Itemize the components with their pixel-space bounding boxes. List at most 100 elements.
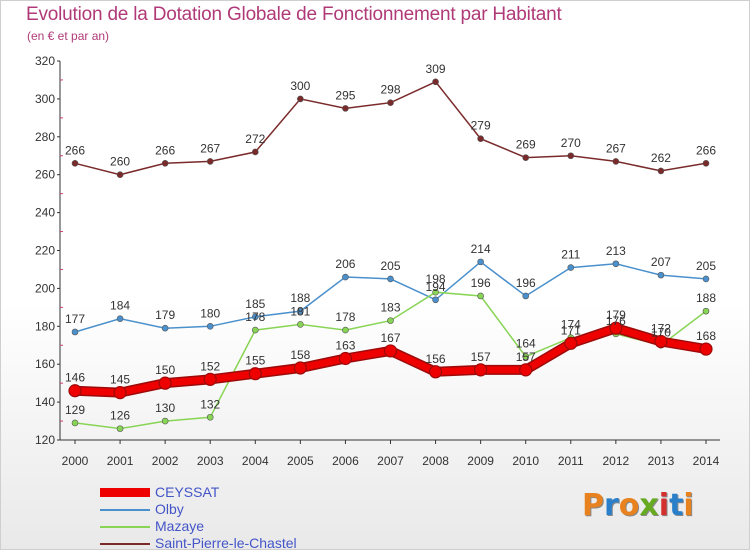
data-point [251, 326, 259, 334]
data-label: 214 [471, 242, 491, 256]
data-label: 207 [651, 255, 671, 269]
data-point [297, 95, 304, 103]
x-tick-label: 2006 [332, 454, 359, 468]
data-label: 205 [380, 259, 400, 273]
data-label: 157 [471, 350, 491, 364]
data-point [612, 260, 620, 268]
data-label: 206 [335, 257, 355, 271]
data-point [71, 328, 79, 336]
data-point [612, 158, 620, 165]
data-label: 188 [290, 291, 310, 305]
x-tick-label: 2014 [693, 454, 720, 468]
data-label: 196 [516, 276, 536, 290]
data-label: 156 [426, 352, 446, 366]
data-label: 266 [696, 143, 716, 157]
data-point [474, 363, 488, 377]
data-point [116, 171, 124, 178]
y-tick-label: 300 [35, 92, 55, 106]
x-tick-label: 2002 [152, 454, 179, 468]
data-point [342, 105, 349, 112]
x-tick-label: 2000 [62, 454, 89, 468]
x-tick-label: 2009 [467, 454, 494, 468]
data-label: 150 [155, 363, 175, 377]
y-tick-label: 320 [35, 54, 55, 68]
legend-label: Olby [155, 501, 184, 517]
chart-title: Evolution de la Dotation Globale de Fonc… [26, 4, 562, 25]
data-label: 267 [606, 141, 626, 155]
data-label: 164 [516, 337, 536, 351]
data-label: 177 [65, 312, 85, 326]
data-label: 269 [516, 138, 536, 152]
data-label: 129 [65, 403, 85, 417]
data-point [477, 292, 484, 300]
data-label: 155 [245, 354, 265, 368]
data-label: 172 [651, 321, 671, 335]
data-label: 185 [245, 297, 265, 311]
data-label: 309 [426, 62, 446, 76]
data-label: 266 [155, 143, 175, 157]
data-label: 270 [561, 136, 581, 150]
data-label: 196 [471, 276, 491, 290]
data-label: 146 [65, 371, 85, 385]
data-point [567, 152, 575, 160]
x-tick-label: 2003 [197, 454, 224, 468]
data-label: 262 [651, 151, 671, 165]
data-point [251, 148, 259, 156]
legend-swatch [100, 543, 150, 545]
data-label: 158 [290, 348, 310, 362]
x-tick-label: 2005 [287, 454, 314, 468]
data-point [116, 315, 124, 323]
data-point [432, 296, 439, 304]
data-label: 205 [696, 259, 716, 273]
data-label: 163 [335, 339, 355, 353]
y-tick-label: 280 [35, 130, 55, 144]
data-label: 178 [335, 310, 355, 324]
data-label: 145 [110, 373, 130, 387]
y-tick-label: 260 [35, 168, 55, 182]
data-point [206, 413, 214, 421]
data-point [113, 386, 127, 400]
data-label: 266 [65, 143, 85, 157]
data-point [477, 135, 484, 142]
data-point [654, 334, 668, 349]
data-point [206, 158, 214, 165]
legend-label: Mazaye [155, 518, 205, 534]
data-label: 181 [290, 304, 310, 318]
x-tick-label: 2013 [648, 454, 675, 468]
data-label: 179 [155, 308, 175, 322]
data-label: 171 [561, 323, 581, 337]
y-tick-label: 180 [35, 319, 55, 333]
data-label: 170 [651, 325, 671, 339]
data-point [702, 275, 710, 283]
data-label: 213 [606, 244, 626, 258]
data-point [206, 322, 214, 330]
data-point [702, 160, 710, 167]
data-label: 188 [696, 291, 716, 305]
y-tick-label: 240 [35, 206, 55, 220]
line-chart: 120 140 160 180 200 220 240 260 280 300 320 2000 200… [35, 54, 720, 468]
x-tick-label: 2012 [603, 454, 630, 468]
data-label: 157 [516, 350, 536, 364]
x-tick-label: 2004 [242, 454, 269, 468]
data-label: 194 [426, 280, 446, 294]
data-point [702, 307, 710, 315]
legend-swatch [100, 526, 150, 528]
data-point [522, 353, 530, 360]
data-point [387, 275, 394, 283]
data-label: 295 [335, 88, 355, 102]
data-point [71, 419, 79, 427]
data-label: 167 [380, 331, 400, 345]
axes: 120 140 160 180 200 220 240 260 280 300 320 2000 200… [35, 54, 720, 468]
data-labels: 266 260 266 267 272 300 295 298 309 279 269 270 267 2… [65, 62, 716, 423]
data-point [387, 99, 394, 106]
data-label: 178 [245, 310, 265, 324]
data-label: 183 [380, 301, 400, 315]
data-point [297, 307, 304, 315]
data-point [161, 160, 169, 167]
data-label: 168 [696, 329, 716, 343]
data-label: 211 [561, 248, 580, 262]
data-point [657, 167, 665, 175]
data-point [248, 367, 262, 381]
data-point [699, 342, 713, 356]
